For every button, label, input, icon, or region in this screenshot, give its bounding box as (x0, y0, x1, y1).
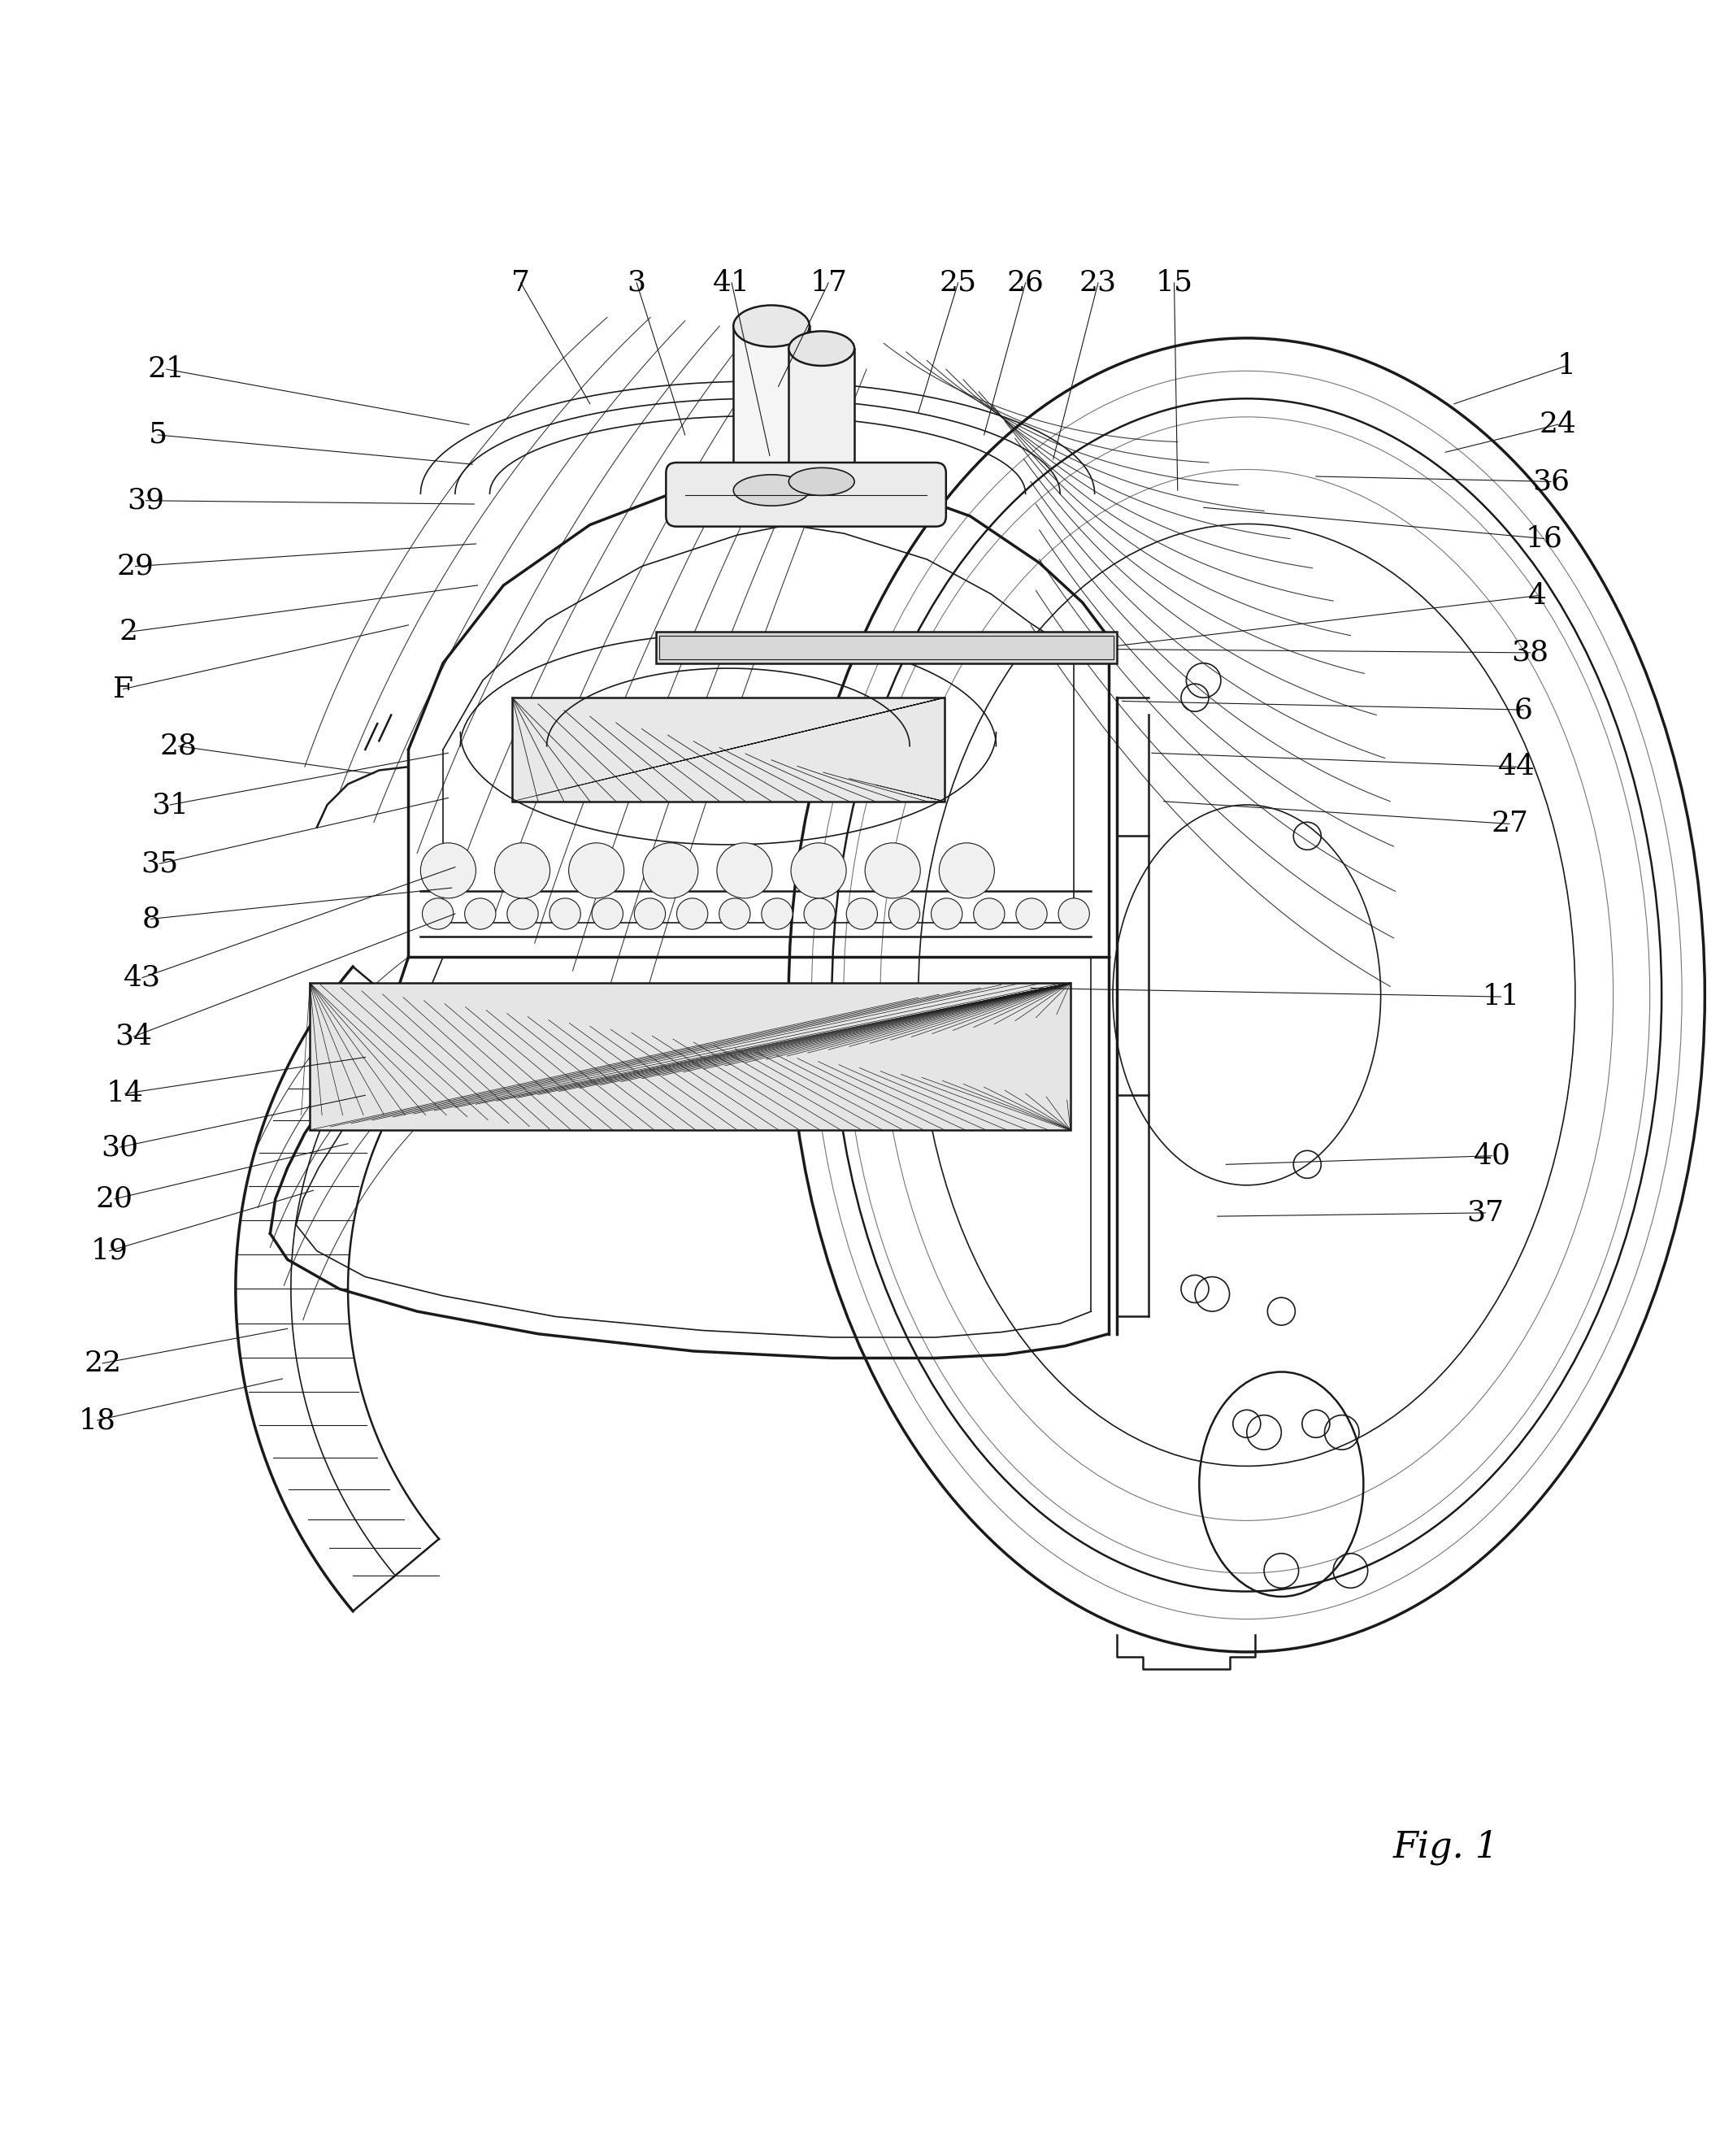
Text: 3: 3 (627, 270, 646, 298)
Text: 38: 38 (1511, 638, 1549, 666)
Bar (310, 983, 1071, 1130)
Text: 44: 44 (1497, 752, 1535, 780)
Text: 31: 31 (151, 791, 189, 819)
Text: 16: 16 (1525, 524, 1563, 552)
Circle shape (1016, 899, 1047, 929)
Circle shape (974, 899, 1005, 929)
Text: 18: 18 (78, 1406, 116, 1434)
Circle shape (508, 899, 539, 929)
Circle shape (865, 843, 920, 899)
Text: 30: 30 (101, 1134, 139, 1160)
Text: 26: 26 (1007, 270, 1045, 298)
Circle shape (423, 899, 454, 929)
Circle shape (761, 899, 792, 929)
Text: Fig. 1: Fig. 1 (1393, 1830, 1499, 1865)
Text: 28: 28 (159, 733, 198, 759)
Text: 39: 39 (127, 487, 165, 515)
Text: 15: 15 (1156, 270, 1192, 298)
Circle shape (846, 899, 877, 929)
Text: 6: 6 (1515, 696, 1532, 724)
Circle shape (634, 899, 665, 929)
Text: 25: 25 (939, 270, 977, 298)
Text: 5: 5 (149, 420, 166, 448)
Text: 14: 14 (106, 1080, 144, 1108)
Ellipse shape (733, 474, 809, 507)
Circle shape (790, 843, 846, 899)
Text: 35: 35 (140, 849, 178, 877)
Text: 11: 11 (1482, 983, 1520, 1011)
Circle shape (717, 843, 773, 899)
Bar (655, 632, 1118, 664)
Circle shape (889, 899, 920, 929)
Ellipse shape (733, 306, 809, 347)
Circle shape (568, 843, 624, 899)
Circle shape (549, 899, 581, 929)
Text: 21: 21 (147, 356, 185, 384)
Text: 40: 40 (1473, 1143, 1511, 1169)
Text: 4: 4 (1529, 582, 1546, 610)
Text: 29: 29 (116, 552, 154, 580)
Circle shape (643, 843, 698, 899)
Ellipse shape (789, 332, 854, 367)
Text: 2: 2 (120, 619, 139, 647)
Text: 22: 22 (83, 1350, 121, 1378)
Circle shape (939, 843, 995, 899)
Ellipse shape (789, 468, 854, 496)
Circle shape (676, 899, 707, 929)
Circle shape (804, 899, 835, 929)
FancyBboxPatch shape (665, 464, 946, 526)
Text: 20: 20 (95, 1186, 133, 1214)
Circle shape (593, 899, 624, 929)
Text: F: F (113, 675, 133, 703)
Text: 34: 34 (114, 1022, 153, 1050)
Text: 24: 24 (1539, 410, 1577, 438)
Circle shape (1059, 899, 1090, 929)
Bar (659, 636, 1114, 660)
Bar (733, 326, 809, 489)
Bar (789, 349, 854, 481)
Circle shape (931, 899, 962, 929)
Text: 36: 36 (1532, 468, 1570, 496)
Text: 41: 41 (712, 270, 750, 298)
Circle shape (421, 843, 477, 899)
Text: 19: 19 (90, 1238, 128, 1266)
Text: 17: 17 (809, 270, 847, 298)
Bar (513, 699, 944, 802)
Circle shape (494, 843, 549, 899)
Text: 43: 43 (123, 964, 161, 992)
Text: 1: 1 (1558, 351, 1575, 379)
Text: 8: 8 (142, 906, 159, 934)
Text: 27: 27 (1490, 811, 1529, 839)
Text: 23: 23 (1080, 270, 1116, 298)
Circle shape (464, 899, 496, 929)
Text: 37: 37 (1466, 1199, 1504, 1227)
Circle shape (719, 899, 750, 929)
Text: 7: 7 (511, 270, 530, 298)
